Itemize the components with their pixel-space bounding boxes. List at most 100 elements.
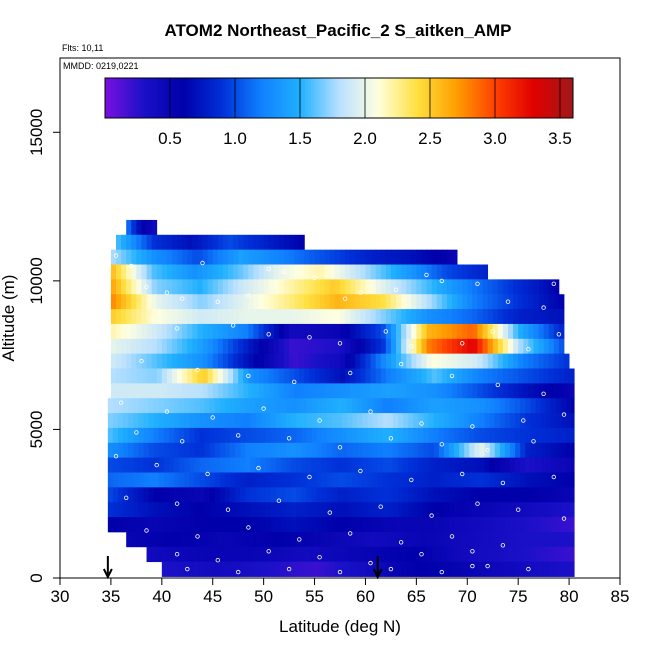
heatmap-cell-5: [482, 294, 489, 310]
heatmap-cell-11: [375, 383, 382, 399]
heatmap-cell-5: [166, 294, 173, 310]
x-tick-label: 45: [203, 587, 222, 606]
heatmap-cell-13: [184, 413, 190, 429]
colorbar-segment: [339, 78, 343, 118]
heatmap-cell-4: [253, 279, 259, 295]
heatmap-cell-6: [284, 309, 290, 325]
heatmap-cell-23: [553, 561, 560, 577]
heatmap-cell-7: [121, 323, 127, 340]
heatmap-cell-23: [304, 561, 310, 577]
heatmap-cell-2: [329, 249, 336, 265]
sample-point: [358, 290, 363, 295]
heatmap-cell-21: [177, 531, 183, 548]
heatmap-cell-21: [212, 531, 219, 548]
heatmap-cell-12: [189, 398, 195, 414]
heatmap-cell-21: [558, 531, 565, 548]
heatmap-cell-18: [474, 487, 480, 503]
heatmap-cell-2: [355, 249, 361, 265]
heatmap-cell-4: [385, 279, 392, 295]
heatmap-cell-10: [375, 368, 382, 384]
heatmap-cell-20: [428, 517, 435, 533]
heatmap-cell-7: [141, 323, 147, 340]
heatmap-cell-20: [413, 517, 419, 533]
colorbar-segment: [201, 78, 205, 118]
heatmap-cell-16: [133, 457, 139, 473]
heatmap-cell-17: [499, 472, 506, 488]
heatmap-cell-4: [548, 279, 555, 295]
heatmap-cell-12: [260, 398, 267, 414]
heatmap-cell-6: [467, 309, 473, 325]
heatmap-cell-5: [375, 294, 382, 310]
heatmap-cell-7: [258, 323, 265, 340]
heatmap-cell-8: [172, 338, 178, 355]
heatmap-cell-13: [525, 413, 531, 429]
heatmap-cell-7: [457, 323, 463, 340]
heatmap-cell-12: [342, 398, 348, 414]
heatmap-cell-5: [492, 294, 499, 310]
heatmap-cell-9: [156, 353, 163, 369]
heatmap-cell-10: [401, 368, 407, 384]
heatmap-cell-23: [248, 561, 254, 577]
heatmap-cell-23: [161, 561, 168, 577]
heatmap-cell-17: [494, 472, 501, 488]
heatmap-cell-21: [457, 531, 463, 548]
heatmap-cell-12: [316, 398, 323, 414]
heatmap-cell-14: [245, 427, 251, 444]
heatmap-cell-22: [385, 546, 392, 563]
heatmap-cell-19: [286, 502, 292, 518]
heatmap-cell-15: [362, 442, 368, 459]
heatmap-cell-18: [107, 487, 114, 503]
colorbar-segment: [445, 78, 449, 118]
sample-point: [134, 430, 139, 435]
heatmap-cell-23: [533, 561, 539, 577]
heatmap-cell-23: [513, 561, 519, 577]
heatmap-cell-3: [207, 264, 214, 280]
heatmap-cell-4: [268, 279, 275, 295]
heatmap-cell-4: [528, 279, 534, 295]
heatmap-cell-13: [163, 413, 170, 429]
heatmap-cell-22: [192, 546, 198, 563]
heatmap-cell-4: [431, 279, 438, 295]
colorbar-segment: [185, 78, 189, 118]
colorbar-segment: [300, 78, 304, 118]
heatmap-cell-5: [416, 294, 422, 310]
heatmap-cell-11: [543, 383, 550, 399]
colorbar-segment: [336, 78, 340, 118]
heatmap-cell-13: [235, 413, 241, 429]
heatmap-cell-11: [172, 383, 178, 399]
heatmap-cell-7: [416, 323, 422, 340]
heatmap-cell-23: [446, 561, 453, 577]
heatmap-cell-14: [377, 427, 384, 444]
heatmap-cell-21: [161, 531, 168, 548]
colorbar-segment: [253, 78, 257, 118]
heatmap-cell-9: [513, 353, 519, 369]
heatmap-cell-3: [116, 264, 122, 280]
heatmap-cell-7: [273, 323, 280, 340]
heatmap-cell-21: [553, 531, 560, 548]
heatmap-cell-16: [168, 457, 175, 473]
heatmap-cell-4: [365, 279, 371, 295]
colorbar-segment: [482, 78, 486, 118]
heatmap-cell-10: [228, 368, 234, 384]
heatmap-cell-4: [538, 279, 545, 295]
heatmap-cell-3: [365, 264, 371, 280]
heatmap-cell-21: [375, 531, 382, 548]
heatmap-cell-18: [163, 487, 170, 503]
heatmap-cell-20: [403, 517, 409, 533]
heatmap-cell-13: [224, 413, 231, 429]
sample-point: [485, 563, 490, 569]
heatmap-cell-10: [477, 368, 483, 384]
colorbar-segment: [328, 78, 332, 118]
heatmap-cell-22: [248, 546, 254, 563]
sample-point: [500, 480, 506, 486]
heatmap-cell-20: [352, 517, 358, 533]
heatmap-cell-5: [477, 294, 483, 310]
heatmap-cell-2: [314, 249, 321, 265]
heatmap-cell-15: [306, 442, 312, 459]
heatmap-cell-15: [184, 442, 190, 459]
sample-point: [419, 421, 424, 426]
heatmap-cell-18: [336, 487, 343, 503]
heatmap-cell-13: [336, 413, 343, 429]
heatmap-cell-23: [284, 561, 290, 577]
